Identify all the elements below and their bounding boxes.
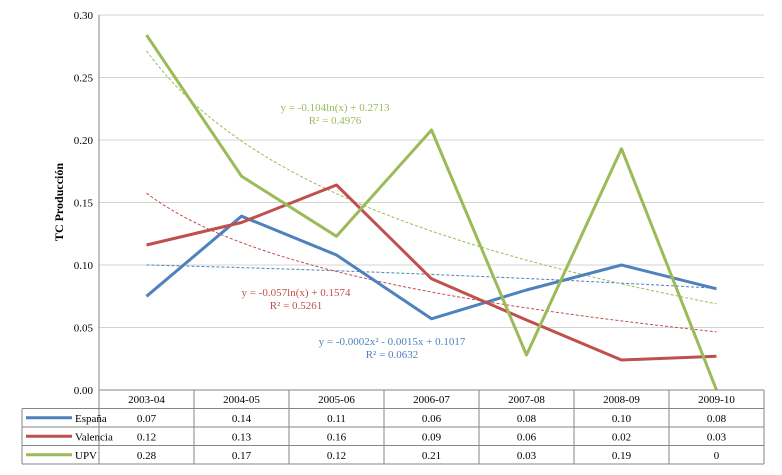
trendline [146,264,717,289]
data-label: 0.06 [422,413,442,425]
trendlines [146,50,717,333]
data-label: 0.14 [232,413,252,425]
legend-label: UPV [75,450,97,462]
data-label: 0.19 [612,450,632,462]
series-lines [145,34,718,391]
data-label: 0.17 [232,450,252,462]
trendline-equation: y = -0.104ln(x) + 0.2713 [281,102,390,114]
data-table: 2003-04 2004-05 2005-06 2006-07 2007-08 2008-… [21,390,765,465]
x-tick-label: 2009-10 [698,394,735,406]
y-tick-label: 0.00 [74,385,94,397]
series-line [146,183,717,362]
grid [99,14,764,391]
trendline [146,192,717,333]
series-line [145,214,717,321]
data-label: 0.08 [707,413,727,425]
x-tick-label: 2008-09 [603,394,640,406]
y-tick-label: 0.25 [74,73,94,85]
data-label: 0.11 [327,413,346,425]
data-label: 0.07 [137,413,157,425]
data-label: 0.28 [137,450,157,462]
x-tick-label: 2006-07 [413,394,450,406]
trendline-equation: y = -0.057ln(x) + 0.1574 [242,287,351,299]
x-tick-label: 2004-05 [223,394,260,406]
data-label: 0.10 [612,413,632,425]
trendline [146,50,717,305]
data-label: 0.06 [517,431,537,443]
y-tick-label: 0.10 [74,260,94,272]
data-label: 0.03 [707,431,727,443]
x-tick-label: 2007-08 [508,394,545,406]
x-tick-label: 2003-04 [128,394,165,406]
trendline-equation: y = -0.0002x² - 0.0015x + 0.1017 [319,336,466,348]
data-label: 0.03 [517,450,537,462]
data-label: 0.13 [232,431,252,443]
y-axis-label: TC Producción [52,163,66,241]
data-label: 0.02 [612,431,631,443]
y-tick-label: 0.05 [74,323,94,335]
legend-label: España [75,413,107,425]
data-label: 0.16 [327,431,347,443]
data-label: 0.12 [137,431,156,443]
y-tick-label: 0.20 [74,135,94,147]
legend-label: Valencia [75,431,113,443]
y-tick-label: 0.30 [74,10,94,22]
data-label: 0.09 [422,431,442,443]
x-tick-label: 2005-06 [318,394,355,406]
series-line [145,34,718,391]
data-label: 0.08 [517,413,537,425]
y-tick-label: 0.15 [74,198,94,210]
data-label: 0.21 [422,450,441,462]
trendline-r2: R² = 0.0632 [366,349,419,361]
trendline-r2: R² = 0.5261 [270,300,323,312]
axes: 0.00 0.05 0.10 0.15 0.20 0.25 0.30 [74,10,764,397]
data-label: 0 [714,450,720,462]
trendline-r2: R² = 0.4976 [309,115,362,127]
data-label: 0.12 [327,450,346,462]
